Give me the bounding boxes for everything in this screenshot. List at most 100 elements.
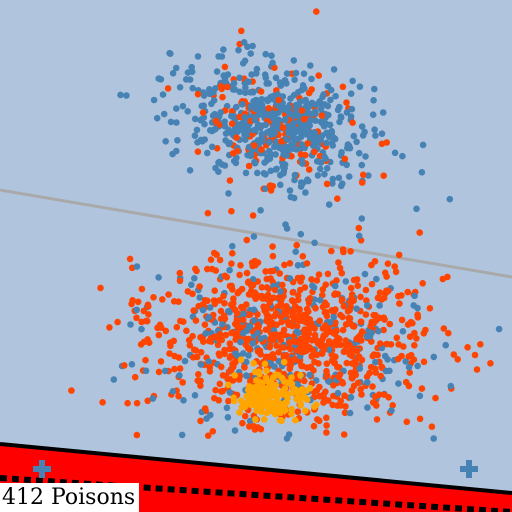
data-point xyxy=(321,154,328,161)
data-point xyxy=(134,432,141,439)
data-point xyxy=(229,120,236,127)
data-point xyxy=(353,336,360,343)
data-point xyxy=(242,114,249,121)
data-point xyxy=(209,266,216,273)
data-point xyxy=(341,431,348,438)
data-point xyxy=(228,113,235,120)
data-point xyxy=(381,391,388,398)
poison-point xyxy=(263,367,270,374)
data-point xyxy=(216,337,223,344)
data-point xyxy=(264,98,271,105)
data-point xyxy=(340,327,347,334)
data-point xyxy=(324,181,331,188)
data-point xyxy=(138,326,145,333)
data-point xyxy=(280,163,287,170)
data-point xyxy=(421,359,428,366)
data-point xyxy=(231,80,238,87)
data-point xyxy=(358,391,365,398)
data-point xyxy=(271,363,278,370)
data-point xyxy=(285,308,292,315)
data-point xyxy=(212,165,219,172)
data-point xyxy=(143,318,150,325)
data-point xyxy=(184,108,191,115)
data-point xyxy=(348,375,355,382)
poison-point xyxy=(238,356,245,363)
data-point xyxy=(132,374,139,381)
data-point xyxy=(165,85,172,92)
data-point xyxy=(236,288,243,295)
data-point xyxy=(363,311,370,318)
data-point xyxy=(325,271,332,278)
data-point xyxy=(240,311,247,318)
data-point xyxy=(361,129,368,136)
data-point xyxy=(376,315,383,322)
data-point xyxy=(317,297,324,304)
data-point xyxy=(364,379,371,386)
data-point xyxy=(216,159,223,166)
data-point xyxy=(177,84,184,91)
data-point xyxy=(477,341,484,348)
data-point xyxy=(229,329,236,336)
data-point xyxy=(229,243,236,250)
data-point xyxy=(349,294,356,301)
data-point xyxy=(335,390,342,397)
data-point xyxy=(133,307,140,314)
poison-point xyxy=(225,382,232,389)
data-point xyxy=(381,295,388,302)
data-point xyxy=(273,331,280,338)
data-point xyxy=(330,176,337,183)
data-point xyxy=(380,109,387,116)
data-point xyxy=(289,323,296,330)
data-point xyxy=(432,395,439,402)
data-point xyxy=(246,423,253,430)
data-point xyxy=(385,288,392,295)
data-point xyxy=(262,71,269,78)
data-point xyxy=(339,180,346,187)
data-point xyxy=(282,144,289,151)
poison-point xyxy=(251,392,258,399)
data-point xyxy=(217,257,224,264)
data-point xyxy=(308,276,315,283)
data-point xyxy=(271,313,278,320)
data-point xyxy=(284,70,291,77)
data-point xyxy=(236,75,243,82)
data-point xyxy=(323,302,330,309)
data-point xyxy=(124,400,131,407)
data-point xyxy=(252,106,259,113)
data-point xyxy=(306,90,313,97)
data-point xyxy=(205,210,212,217)
data-point xyxy=(283,352,290,359)
data-point xyxy=(322,322,329,329)
data-point xyxy=(228,208,235,215)
data-point xyxy=(263,309,270,316)
data-point xyxy=(407,333,414,340)
data-point xyxy=(321,171,328,178)
data-point xyxy=(307,295,314,302)
data-point xyxy=(330,382,337,389)
data-point xyxy=(232,359,239,366)
data-point xyxy=(309,282,316,289)
data-point xyxy=(207,91,214,98)
data-point xyxy=(179,379,186,386)
data-point xyxy=(225,190,232,197)
data-point xyxy=(372,258,379,265)
data-point xyxy=(160,91,167,98)
data-point xyxy=(241,39,248,46)
data-point xyxy=(230,295,237,302)
data-point xyxy=(158,358,165,365)
data-point xyxy=(307,117,314,124)
data-point xyxy=(262,51,269,58)
data-point xyxy=(309,353,316,360)
data-point xyxy=(286,431,293,438)
data-point xyxy=(195,91,202,98)
data-point xyxy=(416,229,423,236)
data-point xyxy=(366,370,373,377)
data-point xyxy=(323,422,330,429)
data-point xyxy=(388,407,395,414)
poison-point xyxy=(294,395,301,402)
data-point xyxy=(311,423,318,430)
data-point xyxy=(351,383,358,390)
data-point xyxy=(277,79,284,86)
data-point xyxy=(223,373,230,380)
data-point xyxy=(379,130,386,137)
